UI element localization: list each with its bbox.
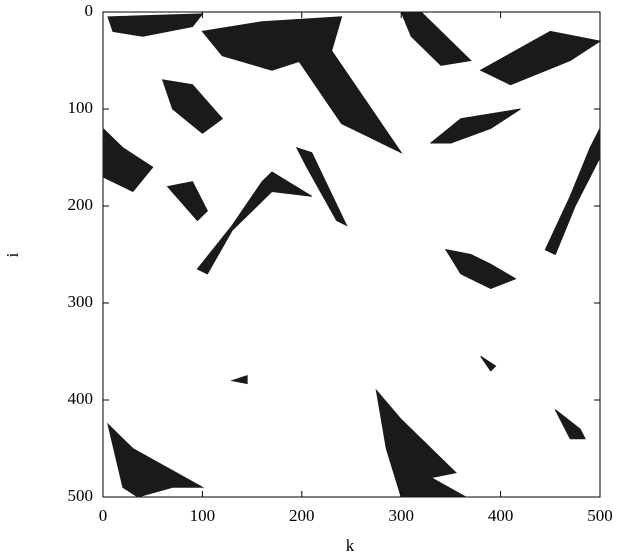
- x-tick-label: 200: [289, 506, 315, 525]
- streak: [107, 422, 205, 498]
- streak: [230, 375, 248, 385]
- streak: [166, 181, 208, 222]
- x-tick-label: 0: [99, 506, 108, 525]
- y-tick-label: 300: [68, 292, 94, 311]
- x-tick-label: 300: [388, 506, 414, 525]
- streak: [107, 13, 204, 37]
- y-tick-label: 100: [68, 98, 94, 117]
- y-tick-label: 0: [85, 1, 94, 20]
- y-tick-label: 200: [68, 195, 94, 214]
- plot-frame: [102, 11, 601, 498]
- streak: [554, 409, 586, 440]
- streak: [429, 108, 521, 144]
- streak: [295, 146, 348, 227]
- streak: [375, 388, 468, 498]
- streak: [479, 30, 602, 86]
- streak: [400, 11, 472, 66]
- streak: [102, 127, 154, 193]
- x-tick-label: 100: [190, 506, 216, 525]
- x-tick-label: 500: [587, 506, 613, 525]
- y-axis-label: i: [3, 252, 22, 257]
- streak: [480, 355, 497, 372]
- streak: [196, 171, 313, 275]
- streak: [444, 248, 517, 289]
- y-tick-label: 500: [68, 486, 94, 505]
- streak: [544, 128, 601, 256]
- y-tick-label: 400: [68, 389, 94, 408]
- streak: [161, 79, 224, 134]
- streak: [290, 50, 403, 154]
- x-tick-label: 400: [488, 506, 514, 525]
- x-axis-label: k: [346, 536, 355, 555]
